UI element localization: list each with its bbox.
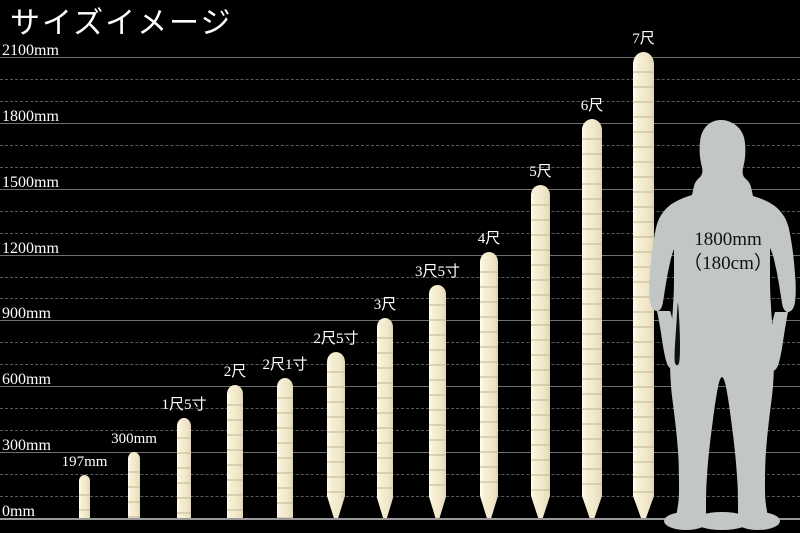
- gridline-minor: [0, 210, 800, 212]
- gridline-minor: [0, 408, 800, 410]
- bar-tip: [429, 496, 446, 518]
- gridline-major: [0, 452, 800, 454]
- gridline-minor: [0, 430, 800, 432]
- bar-tip: [582, 495, 602, 518]
- bar-3: [227, 384, 243, 518]
- bar-label-2: 1尺5寸: [161, 397, 207, 414]
- bar-label-3: 2尺: [223, 363, 247, 380]
- bar-8: [480, 251, 498, 518]
- y-tick-300: 300mm: [2, 437, 51, 455]
- bar-notches: [177, 424, 191, 518]
- gridline-minor: [0, 342, 800, 344]
- bar-label-1: 300mm: [111, 431, 157, 448]
- y-tick-600: 600mm: [2, 371, 51, 389]
- bar-tip: [480, 495, 498, 518]
- bar-notches: [429, 291, 446, 497]
- bar-notches: [377, 324, 393, 498]
- gridline-minor: [0, 276, 800, 278]
- bar-tip: [327, 495, 345, 518]
- gridline-major: [0, 188, 800, 190]
- bar-1: [128, 452, 140, 518]
- gridline-minor: [0, 144, 800, 146]
- bar-notches: [327, 357, 345, 496]
- bar-9: [531, 185, 550, 518]
- bar-6: [377, 318, 393, 518]
- gridline-minor: [0, 100, 800, 102]
- bar-notches: [480, 257, 498, 496]
- y-tick-0: 0mm: [2, 503, 35, 520]
- bar-label-9: 5尺: [529, 164, 552, 181]
- gridline-major: [0, 320, 800, 322]
- y-tick-1200: 1200mm: [2, 239, 59, 257]
- gridline-minor: [0, 166, 800, 168]
- bar-0: [79, 474, 90, 518]
- bar-label-10: 6尺: [580, 97, 604, 114]
- bar-2: [177, 418, 191, 518]
- gridline-minor: [0, 232, 800, 234]
- bar-label-6: 3尺: [373, 297, 397, 314]
- gridline-major: [0, 122, 800, 124]
- gridline-minor: [0, 474, 800, 476]
- bar-notches: [582, 124, 602, 496]
- bar-label-8: 4尺: [477, 230, 501, 247]
- bar-label-4: 2尺1寸: [262, 357, 308, 374]
- gridline-major: [0, 518, 800, 520]
- bar-notches: [277, 384, 293, 518]
- gridline-minor: [0, 78, 800, 80]
- y-tick-1500: 1500mm: [2, 173, 59, 191]
- y-tick-900: 900mm: [2, 305, 51, 323]
- bar-label-7: 3尺5寸: [414, 264, 460, 281]
- bar-label-11: 7尺: [632, 31, 655, 48]
- human-silhouette: [645, 118, 800, 533]
- gridline-minor: [0, 364, 800, 366]
- gridline-minor: [0, 298, 800, 300]
- y-tick-2100: 2100mm: [2, 42, 59, 59]
- gridline-major: [0, 254, 800, 256]
- gridline-minor: [0, 496, 800, 498]
- human-height-label: 1800mm （180cm）: [668, 228, 788, 277]
- y-tick-1800: 1800mm: [2, 107, 59, 125]
- page-title: サイズイメージ: [10, 7, 233, 40]
- bar-notches: [531, 191, 550, 496]
- bar-tip: [531, 495, 550, 518]
- bar-notches: [128, 458, 140, 518]
- human-height-cm: （180cm）: [683, 253, 773, 275]
- human-height-mm: 1800mm: [694, 229, 762, 250]
- bar-label-5: 2尺5寸: [313, 330, 359, 347]
- gridline-major: [0, 386, 800, 388]
- bar-tip: [377, 497, 393, 518]
- bar-notches: [227, 390, 243, 518]
- bar-5: [327, 351, 345, 518]
- bar-label-0: 197mm: [61, 453, 108, 470]
- bar-notches: [79, 480, 90, 518]
- bar-10: [582, 118, 602, 518]
- gridline-major: [0, 57, 800, 58]
- bar-7: [429, 285, 446, 518]
- bar-4: [277, 378, 293, 518]
